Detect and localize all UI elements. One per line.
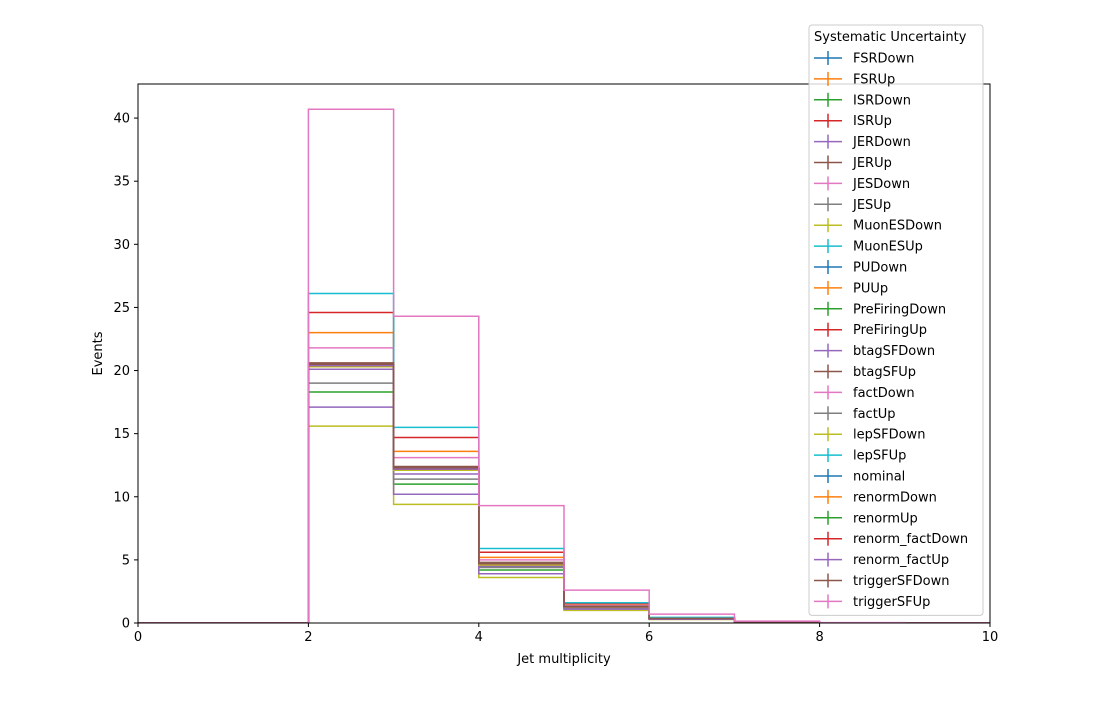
legend-entry: PreFiringUp: [814, 322, 927, 338]
y-tick-label: 10: [113, 490, 130, 505]
legend-label: renormUp: [853, 511, 918, 526]
legend-label: PreFiringUp: [853, 323, 927, 338]
legend-label: MuonESUp: [853, 240, 923, 255]
y-tick-label: 40: [113, 112, 130, 127]
legend-title: Systematic Uncertainty: [814, 30, 967, 45]
legend-label: PUDown: [853, 261, 907, 276]
legend-label: FSRUp: [853, 72, 895, 87]
legend-entry: PUUp: [814, 280, 888, 296]
legend-entry: nominal: [814, 469, 905, 485]
x-tick-label: 4: [475, 630, 483, 645]
legend-label: MuonESDown: [853, 219, 942, 234]
legend-label: PreFiringDown: [853, 302, 946, 317]
y-tick-label: 25: [113, 301, 130, 316]
legend-entry: btagSFDown: [814, 343, 935, 359]
legend-entry: renormDown: [814, 489, 937, 505]
legend-entry: triggerSFUp: [814, 594, 930, 610]
legend-label: FSRDown: [853, 52, 914, 67]
legend-label: renorm_factDown: [853, 532, 968, 547]
legend-label: JERUp: [852, 156, 892, 171]
legend-label: renormDown: [853, 490, 937, 505]
legend-entry: renorm_factUp: [814, 552, 949, 568]
axes-frame: [137, 83, 991, 624]
legend-entry: JERDown: [814, 134, 911, 150]
y-tick-label: 30: [113, 238, 130, 253]
legend-label: lepSFUp: [853, 449, 906, 464]
y-tick-label: 35: [113, 175, 130, 190]
legend-label: JESDown: [852, 177, 910, 192]
legend-entry: JESDown: [814, 176, 910, 192]
legend-entry: triggerSFDown: [814, 573, 949, 589]
y-axis: 0 5 10 15 20 25 30 35 40: [113, 112, 138, 632]
legend-label: factUp: [853, 407, 896, 422]
legend-entry: ISRDown: [814, 92, 911, 108]
legend-label: JESUp: [852, 198, 891, 213]
legend-entry: factUp: [814, 406, 896, 422]
y-tick-label: 0: [122, 617, 130, 632]
legend-label: nominal: [853, 470, 905, 485]
legend-label: btagSFUp: [853, 365, 916, 380]
legend-entry: JERUp: [814, 155, 892, 171]
legend-entry: btagSFUp: [814, 364, 916, 380]
legend-entry: FSRDown: [814, 51, 914, 67]
legend-entry: lepSFDown: [814, 427, 925, 443]
x-axis: 0 2 4 6 8 10: [134, 623, 998, 645]
legend-box: [808, 24, 984, 616]
x-tick-label: 6: [645, 630, 653, 645]
legend-label: JERDown: [852, 135, 911, 150]
x-tick-label: 0: [134, 630, 142, 645]
x-tick-label: 2: [304, 630, 312, 645]
legend-label: renorm_factUp: [853, 553, 949, 568]
y-axis-label: Events: [91, 331, 106, 375]
legend-label: ISRDown: [853, 93, 911, 108]
legend-label: PUUp: [853, 281, 888, 296]
y-tick-label: 20: [113, 364, 130, 379]
x-tick-label: 8: [815, 630, 823, 645]
legend-entry: MuonESUp: [814, 239, 923, 255]
legend: Systematic Uncertainty FSRDown FSRUp ISRDo…: [808, 24, 984, 616]
legend-entry: renormUp: [814, 510, 918, 526]
legend-entry: factDown: [814, 385, 915, 401]
legend-entry: PreFiringDown: [814, 301, 946, 317]
legend-entry: lepSFUp: [814, 448, 906, 464]
y-tick-label: 5: [122, 553, 130, 568]
legend-label: factDown: [853, 386, 915, 401]
legend-entry: renorm_factDown: [814, 531, 968, 547]
legend-entry: MuonESDown: [814, 218, 942, 234]
legend-entry: PUDown: [814, 260, 907, 276]
legend-label: ISRUp: [853, 114, 892, 129]
legend-label: triggerSFUp: [853, 595, 930, 610]
legend-label: triggerSFDown: [853, 574, 949, 589]
y-tick-label: 15: [113, 427, 130, 442]
x-axis-label: Jet multiplicity: [516, 652, 611, 667]
legend-entry: FSRUp: [814, 71, 895, 87]
legend-label: btagSFDown: [853, 344, 935, 359]
legend-entry: JESUp: [814, 197, 891, 213]
legend-label: lepSFDown: [853, 428, 925, 443]
legend-entry: ISRUp: [814, 113, 892, 129]
x-tick-label: 10: [982, 630, 999, 645]
